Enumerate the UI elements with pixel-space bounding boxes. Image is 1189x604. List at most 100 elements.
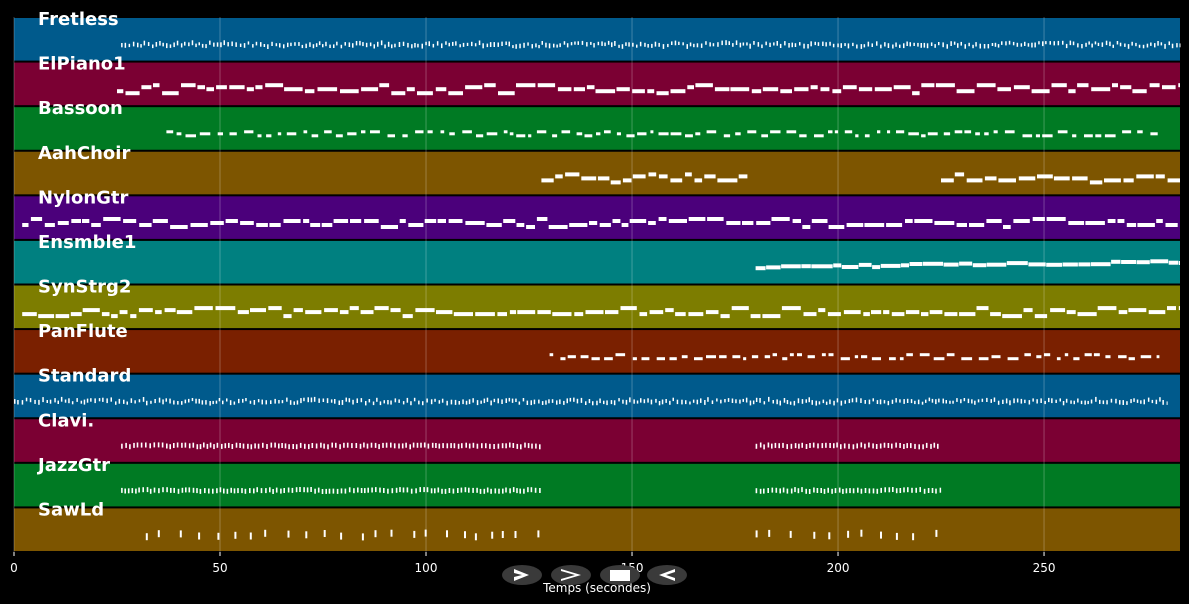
note xyxy=(274,398,276,404)
note xyxy=(229,132,237,136)
note xyxy=(317,487,320,493)
note xyxy=(380,225,398,229)
note xyxy=(1028,262,1046,267)
note xyxy=(190,223,208,227)
note xyxy=(482,43,484,49)
note xyxy=(814,134,824,138)
note xyxy=(407,42,409,48)
note xyxy=(511,398,514,403)
note xyxy=(921,401,924,405)
note xyxy=(518,401,521,405)
transport-controls[interactable] xyxy=(502,565,687,585)
note xyxy=(434,398,436,402)
note xyxy=(845,488,848,494)
note xyxy=(704,400,706,405)
note xyxy=(548,399,550,404)
note xyxy=(899,399,901,403)
note xyxy=(1032,217,1045,221)
note xyxy=(261,399,263,405)
note xyxy=(374,530,377,538)
note xyxy=(1111,259,1121,264)
note xyxy=(468,487,470,493)
note xyxy=(210,221,224,225)
stop-button[interactable] xyxy=(600,565,640,585)
note xyxy=(1109,41,1111,47)
note xyxy=(146,487,149,493)
note xyxy=(1097,306,1117,311)
note xyxy=(815,400,817,406)
note xyxy=(1148,310,1166,315)
play-button[interactable] xyxy=(502,565,542,585)
note xyxy=(369,42,372,47)
note xyxy=(253,488,255,494)
note xyxy=(323,530,326,537)
note xyxy=(743,357,747,361)
note xyxy=(557,87,572,92)
note xyxy=(685,400,687,405)
note xyxy=(922,444,924,450)
track-aahchoir xyxy=(14,151,1180,195)
note xyxy=(692,399,695,403)
note xyxy=(960,41,962,46)
note xyxy=(299,487,301,492)
note xyxy=(556,400,558,405)
note xyxy=(516,488,518,494)
note xyxy=(1009,400,1011,406)
glyph xyxy=(659,569,675,581)
note xyxy=(475,312,495,317)
note xyxy=(505,443,507,449)
note xyxy=(516,443,519,449)
note xyxy=(621,44,624,49)
note xyxy=(852,42,854,47)
note xyxy=(191,40,194,46)
note xyxy=(993,397,996,402)
note xyxy=(377,41,379,47)
note xyxy=(913,42,915,46)
note xyxy=(166,443,168,449)
forward-button[interactable] xyxy=(551,565,591,585)
note xyxy=(1150,132,1158,136)
note xyxy=(906,353,913,357)
note xyxy=(908,132,919,136)
note xyxy=(184,399,187,404)
note xyxy=(595,89,616,94)
note xyxy=(177,401,179,405)
note xyxy=(603,400,605,405)
track-label: Bassoon xyxy=(38,98,123,119)
note xyxy=(633,399,635,404)
note xyxy=(22,312,37,317)
note xyxy=(923,42,926,48)
note xyxy=(526,225,535,229)
note xyxy=(391,91,406,96)
note xyxy=(978,357,989,361)
note xyxy=(976,83,996,88)
note xyxy=(883,310,890,315)
note xyxy=(1073,357,1080,361)
note xyxy=(636,400,639,404)
note xyxy=(431,442,434,448)
note xyxy=(1136,399,1139,403)
note xyxy=(135,488,137,494)
note xyxy=(766,265,781,270)
note xyxy=(402,41,405,46)
note xyxy=(599,398,601,404)
note xyxy=(134,400,136,404)
note xyxy=(278,400,280,404)
note xyxy=(817,42,820,46)
note xyxy=(295,444,298,450)
note xyxy=(584,134,593,138)
note xyxy=(406,397,409,403)
note xyxy=(1053,41,1055,46)
note xyxy=(860,488,863,494)
stop-icon xyxy=(610,570,630,581)
note xyxy=(773,42,775,46)
note xyxy=(755,443,758,449)
note xyxy=(1007,357,1019,361)
note xyxy=(1002,399,1004,404)
note xyxy=(946,353,955,357)
note xyxy=(265,488,267,494)
back-button[interactable] xyxy=(647,565,687,585)
note xyxy=(914,400,916,405)
note xyxy=(457,443,460,449)
note xyxy=(250,444,253,450)
